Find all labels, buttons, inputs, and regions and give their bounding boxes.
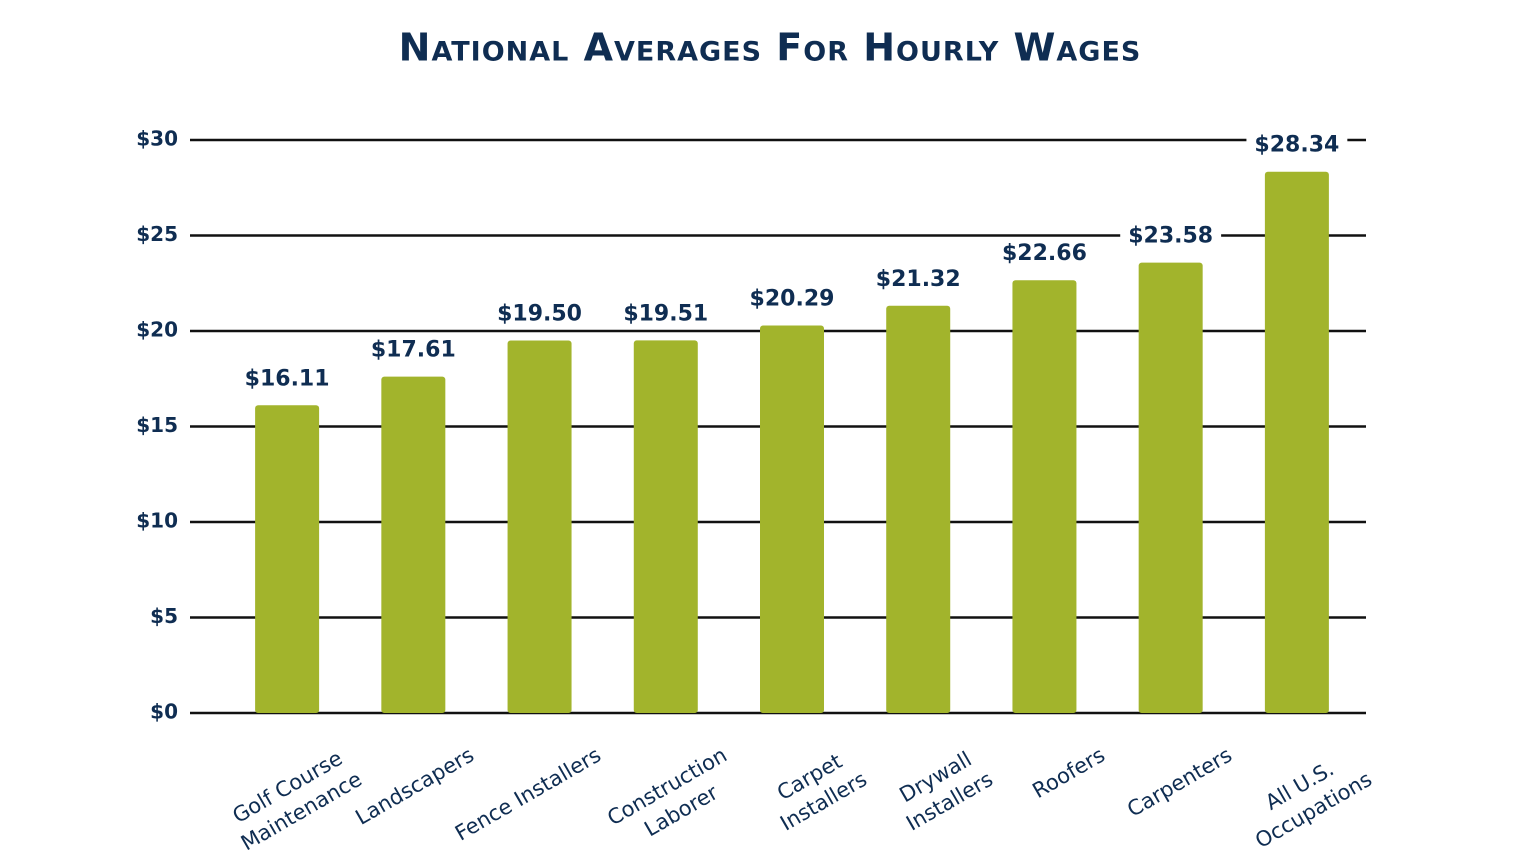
bar (381, 376, 446, 713)
bar (886, 305, 951, 713)
label-background (1246, 130, 1348, 160)
y-tick-label: $20 (136, 318, 178, 342)
label-background (993, 239, 1095, 269)
value-label: $16.11 (245, 366, 330, 391)
y-tick-label: $30 (136, 127, 178, 151)
bar (255, 405, 320, 713)
label-background (489, 299, 591, 329)
label-background (615, 299, 717, 329)
bar (1012, 280, 1077, 713)
bar (507, 340, 572, 713)
label-background (236, 364, 338, 394)
bar (1264, 171, 1329, 713)
chart-title: National Averages For Hourly Wages (399, 26, 1142, 70)
value-label: $19.50 (497, 302, 582, 327)
label-background (1120, 221, 1222, 251)
y-tick-label: $10 (136, 509, 178, 533)
bar (760, 325, 824, 713)
label-background (362, 335, 464, 365)
y-tick-label: $15 (136, 413, 178, 437)
y-tick-label: $0 (150, 700, 178, 724)
label-background (741, 284, 843, 314)
value-label: $28.34 (1254, 133, 1339, 158)
y-tick-label: $5 (150, 604, 178, 628)
bar (633, 340, 698, 713)
value-label: $21.32 (876, 267, 961, 292)
label-background (867, 264, 969, 294)
value-label: $19.51 (623, 301, 708, 326)
value-label: $17.61 (371, 338, 456, 363)
value-label: $23.58 (1128, 224, 1213, 249)
y-tick-label: $25 (136, 222, 178, 246)
value-label: $20.29 (750, 286, 835, 311)
value-label: $22.66 (1002, 241, 1087, 266)
bar (1138, 262, 1203, 713)
